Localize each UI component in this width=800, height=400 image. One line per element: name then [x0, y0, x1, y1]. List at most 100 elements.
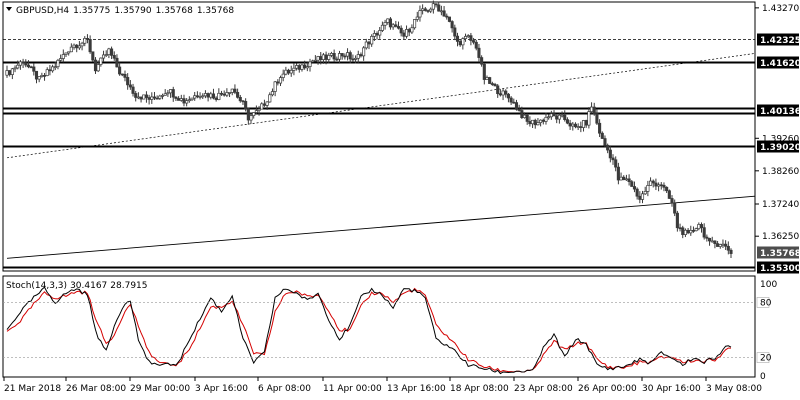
candle-body: [91, 51, 95, 61]
candle: [238, 94, 242, 103]
candle: [729, 248, 733, 259]
candle: [69, 43, 73, 53]
price-panel[interactable]: [2, 1, 756, 272]
candle-body: [24, 62, 28, 66]
candle-body: [128, 84, 132, 88]
candle-body: [131, 86, 135, 94]
stoch-axis: 100 80 20 0: [3, 280, 777, 382]
candle-body: [214, 97, 218, 100]
candle: [332, 49, 336, 63]
candle-body: [268, 94, 272, 103]
candle: [53, 61, 57, 71]
candle-body: [541, 119, 545, 122]
stoch-d-line: [6, 287, 731, 373]
candle: [480, 55, 484, 67]
dropdown-arrow-icon[interactable]: [6, 7, 12, 11]
candle-body: [332, 53, 336, 60]
candle: [713, 240, 717, 249]
candle: [18, 60, 22, 70]
candle: [536, 118, 540, 126]
candle: [640, 190, 645, 204]
candle-body: [190, 97, 194, 101]
candle-body: [303, 64, 307, 69]
candle-body: [278, 77, 283, 84]
candle-body: [681, 227, 685, 235]
candle: [190, 97, 194, 102]
candle: [144, 91, 148, 103]
candle-body: [356, 54, 360, 59]
candle-body: [536, 122, 540, 126]
candle-body: [616, 166, 620, 181]
candle-body: [547, 116, 551, 119]
time-tick-label: 3 May 08:00: [706, 384, 762, 394]
candle-body: [461, 38, 465, 46]
candle-body: [292, 67, 296, 71]
candle: [429, 7, 433, 14]
candle: [673, 199, 677, 217]
candle-body: [555, 115, 559, 120]
candle-body: [150, 96, 154, 100]
candle-body: [480, 57, 484, 65]
candle-body: [421, 8, 425, 11]
stoch-k-line: [6, 286, 732, 375]
candle-body: [576, 126, 580, 128]
candle-body: [169, 89, 173, 94]
candle: [667, 189, 671, 199]
candle: [482, 62, 486, 85]
candle: [34, 70, 39, 84]
candle-body: [252, 112, 256, 116]
candle-body: [311, 60, 315, 63]
candle: [646, 180, 650, 197]
candle-body: [101, 54, 106, 59]
candle-body: [201, 95, 205, 98]
candle-body: [517, 109, 521, 111]
candle: [472, 37, 476, 45]
candle-body: [702, 227, 706, 238]
candle-body: [380, 24, 384, 31]
candle-body: [32, 66, 36, 72]
candle-body: [171, 89, 175, 98]
levels: [3, 39, 755, 269]
candle-body: [16, 64, 20, 69]
candle-body: [638, 195, 642, 200]
candle: [399, 25, 403, 37]
candle-body: [99, 57, 103, 65]
candle-body: [635, 188, 639, 197]
candle: [632, 181, 637, 193]
candle: [327, 52, 331, 64]
candle-body: [185, 100, 189, 104]
candle-body: [694, 228, 698, 232]
candle: [249, 112, 253, 124]
candle-body: [726, 245, 730, 251]
candle: [699, 222, 704, 233]
time-tick-label: 29 Mar 00:00: [130, 384, 190, 394]
candle: [80, 41, 84, 51]
candle: [217, 88, 221, 101]
candle: [592, 102, 596, 116]
candle-body: [93, 59, 98, 72]
price-tick-label: 1.36250: [762, 232, 799, 242]
candle-body: [474, 41, 478, 49]
candle: [225, 88, 229, 98]
candle-body: [67, 51, 71, 54]
candle: [171, 86, 175, 102]
candle: [64, 52, 68, 58]
candle-body: [142, 94, 146, 100]
stoch-level-box: [756, 352, 770, 363]
candle-body: [713, 240, 717, 244]
candle-body: [134, 93, 138, 98]
candle: [380, 21, 384, 33]
candle: [455, 32, 460, 47]
candle: [437, 1, 441, 12]
candle-body: [209, 93, 213, 98]
candle-body: [163, 93, 167, 96]
candle: [517, 104, 521, 112]
candle: [211, 88, 216, 100]
candle: [488, 76, 492, 84]
candle-body: [686, 229, 690, 234]
candle: [635, 187, 639, 200]
level-price-box: [757, 104, 799, 117]
level-price-label: 1.35768: [760, 249, 800, 259]
candle: [110, 46, 114, 60]
candle: [257, 105, 261, 116]
